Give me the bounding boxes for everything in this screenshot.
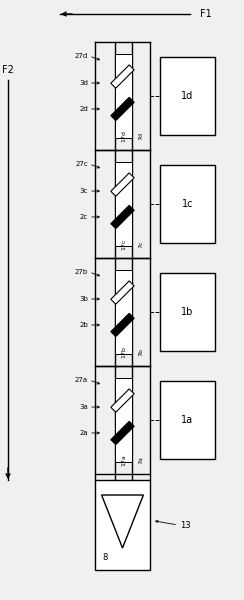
Text: 3a: 3a [79, 404, 88, 410]
Text: 3b: 3b [79, 296, 88, 302]
Text: 7a: 7a [139, 456, 143, 464]
Bar [160, 273, 215, 351]
Text: 1d: 1d [181, 91, 194, 101]
Text: 27b: 27b [75, 269, 88, 275]
Text: 17a: 17a [121, 454, 126, 466]
Bar [115, 378, 132, 462]
Text: 7c: 7c [139, 240, 143, 248]
Text: 2d: 2d [79, 106, 88, 112]
Text: 27c: 27c [75, 161, 88, 167]
Text: 17c: 17c [121, 238, 126, 250]
Text: F2: F2 [2, 65, 14, 75]
Bar [115, 270, 132, 354]
Bar [160, 165, 215, 243]
Polygon shape [111, 421, 134, 445]
Bar [115, 54, 132, 138]
Bar [160, 57, 215, 135]
Text: 1a: 1a [182, 415, 193, 425]
Bar [115, 162, 132, 246]
Text: 1c: 1c [182, 199, 193, 209]
Text: 8: 8 [102, 553, 108, 563]
Text: 27a: 27a [75, 377, 88, 383]
Text: 13: 13 [180, 520, 191, 529]
Text: 3d: 3d [79, 80, 88, 86]
Polygon shape [111, 313, 134, 337]
Text: 1b: 1b [181, 307, 194, 317]
Polygon shape [111, 173, 134, 196]
Polygon shape [102, 495, 143, 548]
Polygon shape [111, 389, 134, 412]
Text: 7b: 7b [139, 348, 143, 356]
Text: 3c: 3c [80, 188, 88, 194]
Text: 7d: 7d [139, 132, 143, 140]
Text: 27d: 27d [75, 53, 88, 59]
Text: 17b: 17b [121, 346, 126, 358]
Text: 2a: 2a [79, 430, 88, 436]
Bar [160, 381, 215, 459]
Polygon shape [111, 281, 134, 304]
Polygon shape [111, 65, 134, 88]
Bar [95, 480, 150, 570]
Polygon shape [111, 97, 134, 121]
Text: 2b: 2b [79, 322, 88, 328]
Text: F1: F1 [200, 9, 212, 19]
Polygon shape [111, 205, 134, 229]
Text: 2c: 2c [80, 214, 88, 220]
Text: 17d: 17d [121, 130, 126, 142]
